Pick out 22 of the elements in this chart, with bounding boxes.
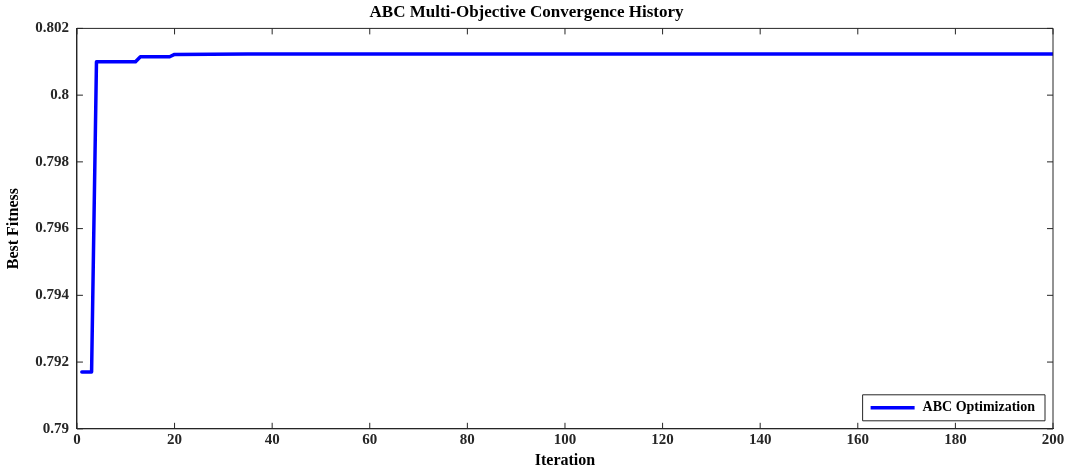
- x-tick-label: 120: [651, 430, 674, 447]
- chart-title: ABC Multi-Objective Convergence History: [369, 1, 684, 21]
- y-tick-label: 0.796: [35, 219, 70, 236]
- y-tick-label: 0.802: [35, 19, 69, 36]
- y-tick-label: 0.798: [35, 152, 69, 169]
- y-axis-title: Best Fitness: [3, 187, 21, 270]
- x-tick-label: 20: [167, 430, 183, 447]
- x-tick-label: 160: [846, 430, 870, 447]
- x-tick-label: 140: [748, 430, 772, 447]
- legend-label: ABC Optimization: [922, 399, 1036, 415]
- x-tick-label: 80: [459, 430, 475, 447]
- y-tick-label: 0.794: [35, 286, 70, 303]
- x-tick-label: 60: [362, 430, 378, 447]
- x-axis-title: Iteration: [534, 450, 596, 468]
- x-tick-label: 40: [264, 430, 280, 447]
- y-tick-label: 0.79: [42, 419, 69, 436]
- x-tick-label: 200: [1041, 430, 1065, 447]
- x-tick-label: 100: [553, 430, 577, 447]
- y-tick-label: 0.8: [50, 86, 69, 103]
- x-tick-label: 180: [944, 430, 967, 447]
- y-tick-label: 0.792: [35, 352, 69, 369]
- x-tick-label: 0: [73, 430, 81, 447]
